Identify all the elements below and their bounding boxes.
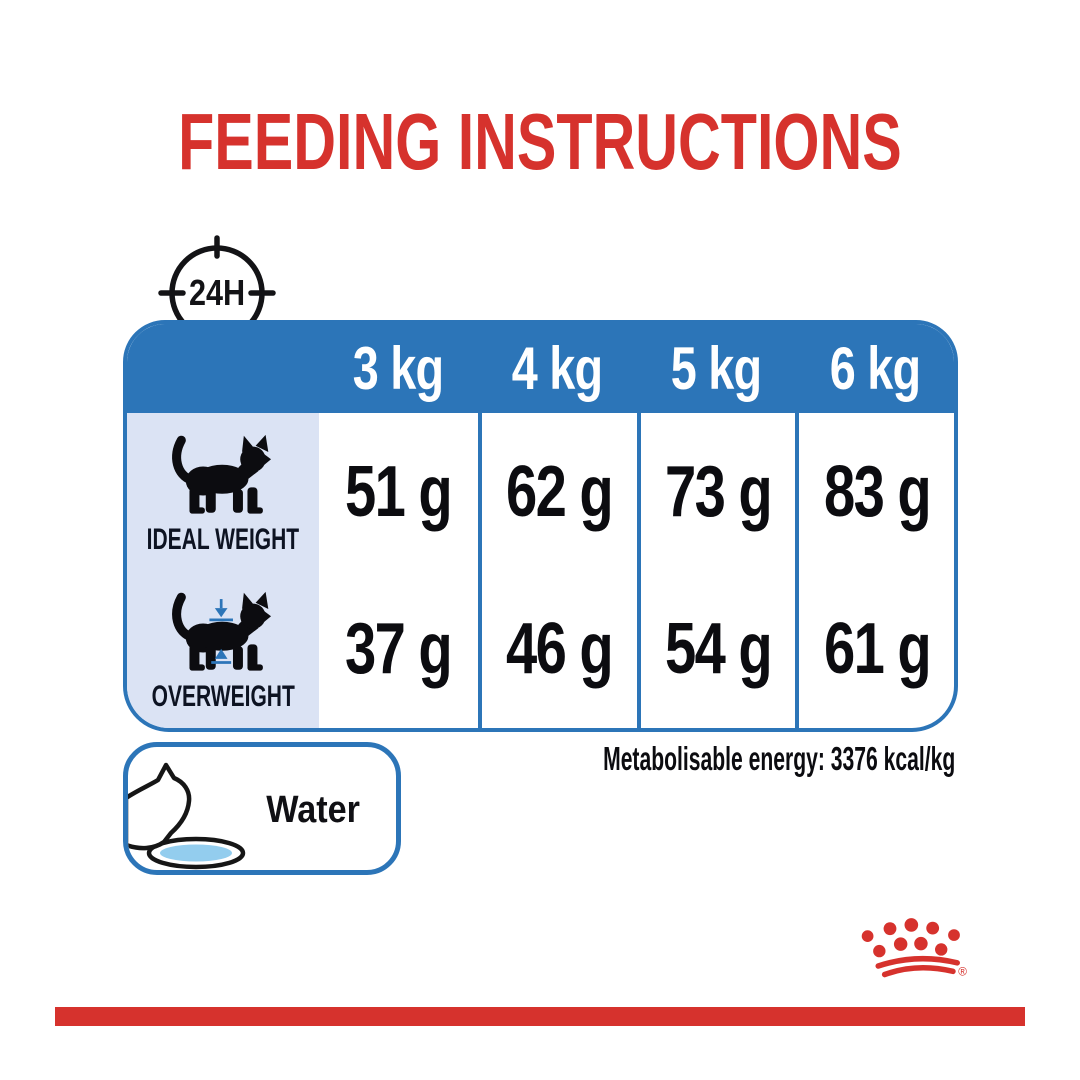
section-title: FEEDING INSTRUCTIONS: [0, 100, 1080, 207]
cell-overweight-3kg: 37 g: [345, 609, 453, 690]
registered-mark: ®: [958, 966, 967, 979]
row-label-cell-overweight: OVERWEIGHT: [127, 570, 319, 728]
water-badge: Water: [123, 742, 401, 875]
feeding-table: 3 kg 4 kg 5 kg 6 kg IDEAL WEIG: [123, 320, 958, 732]
feeding-table-header: 3 kg 4 kg 5 kg 6 kg: [127, 324, 954, 413]
overweight-cat-icon: [172, 592, 272, 671]
clock-label: 24H: [189, 274, 245, 314]
column-header-4kg: 4 kg: [511, 335, 603, 402]
water-label: Water: [266, 789, 360, 831]
cell-overweight-5kg: 54 g: [636, 570, 796, 728]
metabolisable-energy-note: Metabolisable energy: 3376 kcal/kg: [602, 740, 955, 777]
cell-overweight-4kg: 46 g: [477, 570, 637, 728]
column-header-6kg: 6 kg: [829, 335, 920, 402]
section-title-text: FEEDING INSTRUCTIONS: [178, 97, 902, 186]
ideal-weight-cat-icon: [172, 434, 272, 514]
column-header-3kg: 3 kg: [353, 335, 444, 402]
footer-red-bar: [55, 1007, 1025, 1026]
row-label-overweight: OVERWEIGHT: [151, 680, 295, 714]
feeding-table-body: IDEAL WEIGHT 51 g 62 g 73 g 83 g: [127, 413, 954, 728]
cat-drinking-water-icon: [128, 762, 246, 870]
row-label-ideal-weight: IDEAL WEIGHT: [146, 522, 300, 556]
cell-ideal-4kg: 62 g: [477, 413, 637, 571]
cell-ideal-5kg: 73 g: [636, 413, 796, 571]
royal-canin-crown-logo: ®: [861, 918, 967, 979]
column-header-5kg: 5 kg: [670, 335, 762, 402]
row-label-cell-ideal-weight: IDEAL WEIGHT: [127, 413, 319, 571]
cell-ideal-3kg: 51 g: [345, 451, 453, 532]
cell-overweight-6kg: 61 g: [795, 570, 954, 728]
cell-ideal-6kg: 83 g: [795, 413, 954, 571]
